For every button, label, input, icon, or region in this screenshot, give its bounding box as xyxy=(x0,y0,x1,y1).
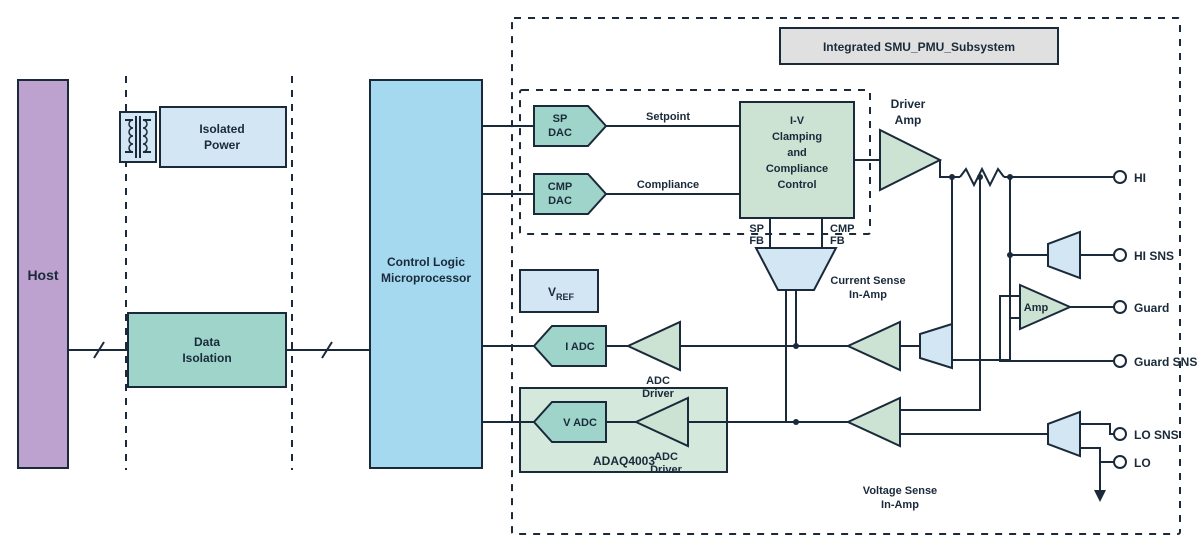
driver-amp: Driver Amp xyxy=(880,97,940,190)
svg-text:Voltage Sense: Voltage Sense xyxy=(863,485,937,497)
svg-text:Driver: Driver xyxy=(891,97,926,111)
guard-amp: Amp xyxy=(1020,285,1070,329)
svg-text:V ADC: V ADC xyxy=(563,417,597,429)
data-iso-label-1: Data xyxy=(194,335,220,349)
ctrl-label-1: Control Logic xyxy=(387,255,465,269)
iso-power-label-2: Power xyxy=(204,138,240,152)
svg-text:ADC: ADC xyxy=(654,451,678,463)
guard-sns-label: Guard SNS xyxy=(1134,355,1197,369)
lo-label: LO xyxy=(1134,456,1151,470)
cs-range-mux xyxy=(920,324,952,368)
iso-power-block xyxy=(160,107,286,167)
clamp-l2: Clamping xyxy=(772,131,822,143)
i-adc: I ADC xyxy=(534,326,606,366)
clamp-l1: I-V xyxy=(790,115,805,127)
adaq-label: ADAQ4003 xyxy=(593,454,655,468)
svg-text:DAC: DAC xyxy=(548,195,572,207)
guard-sns-terminal xyxy=(1114,355,1126,367)
lo-sns-label: LO SNS xyxy=(1134,428,1179,442)
vref-block xyxy=(520,270,598,312)
data-iso-block xyxy=(128,313,286,387)
hi-sns-terminal xyxy=(1114,249,1126,261)
svg-text:In-Amp: In-Amp xyxy=(881,499,919,511)
lo-sns-mux xyxy=(1048,412,1080,456)
subsystem-label: Integrated SMU_PMU_Subsystem xyxy=(823,40,1015,54)
svg-text:SP: SP xyxy=(749,223,764,235)
guard-label: Guard xyxy=(1134,301,1169,315)
hi-label: HI xyxy=(1134,171,1146,185)
iso-power-label-1: Isolated xyxy=(199,122,244,136)
lo-sns-terminal xyxy=(1114,428,1126,440)
svg-text:In-Amp: In-Amp xyxy=(849,289,887,301)
ground-arrow-icon xyxy=(1094,490,1106,502)
compliance-label: Compliance xyxy=(637,179,699,191)
transformer-icon xyxy=(120,112,156,162)
guard-terminal xyxy=(1114,301,1126,313)
clamp-l5: Control xyxy=(777,179,816,191)
hi-terminal xyxy=(1114,171,1126,183)
svg-text:SP: SP xyxy=(553,113,568,125)
cmp-dac: CMP DAC xyxy=(534,174,606,214)
clamp-l3: and xyxy=(787,147,807,159)
svg-text:DAC: DAC xyxy=(548,127,572,139)
block-diagram: Integrated SMU_PMU_Subsystem Host Isolat… xyxy=(0,0,1203,549)
lo-terminal xyxy=(1114,456,1126,468)
hi-sns-mux xyxy=(1048,232,1080,278)
ctrl-label-2: Microprocessor xyxy=(381,271,471,285)
svg-text:Driver: Driver xyxy=(642,388,675,400)
svg-text:Amp: Amp xyxy=(1024,302,1049,314)
svg-text:CMP: CMP xyxy=(548,181,572,193)
setpoint-label: Setpoint xyxy=(646,111,690,123)
svg-text:FB: FB xyxy=(749,235,764,247)
svg-text:Amp: Amp xyxy=(895,113,922,127)
svg-text:FB: FB xyxy=(830,235,845,247)
voltage-sense-inamp: Voltage Sense In-Amp xyxy=(848,398,937,511)
clamp-l4: Compliance xyxy=(766,163,828,175)
hi-sns-label: HI SNS xyxy=(1134,249,1174,263)
svg-text:I ADC: I ADC xyxy=(565,341,595,353)
current-sense-inamp: Current Sense In-Amp xyxy=(830,275,905,370)
svg-text:ADC: ADC xyxy=(646,375,670,387)
svg-text:CMP: CMP xyxy=(830,223,854,235)
svg-text:Driver: Driver xyxy=(650,464,683,476)
host-label: Host xyxy=(27,267,58,283)
data-iso-label-2: Isolation xyxy=(182,351,231,365)
fb-mux xyxy=(756,248,836,290)
svg-text:Current Sense: Current Sense xyxy=(830,275,905,287)
sp-dac: SP DAC xyxy=(534,106,606,146)
